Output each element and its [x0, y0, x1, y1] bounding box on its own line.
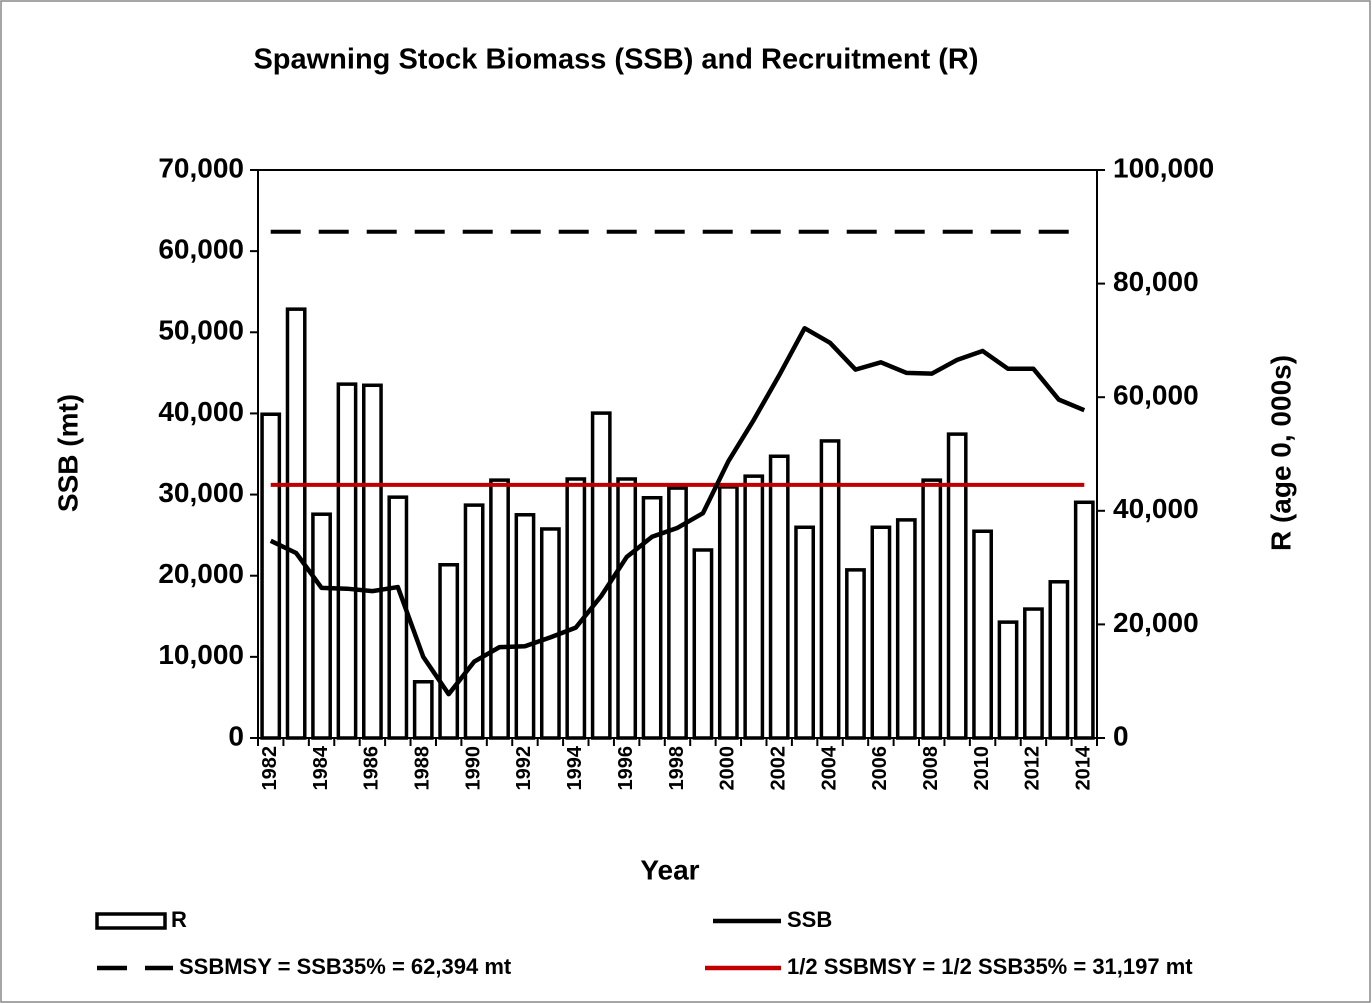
bar [895, 518, 917, 740]
bar [362, 383, 383, 740]
bar [921, 478, 943, 740]
x-tick-label: 2004 [818, 745, 840, 790]
x-tick-label: 2006 [869, 746, 891, 791]
x-tick-label: 2000 [717, 746, 739, 791]
y-tick-label: 70,000 [158, 152, 244, 183]
bar [972, 529, 993, 740]
legend-label: 1/2 SSBMSY = 1/2 SSB35% = 31,197 mt [787, 954, 1193, 979]
y-tick-label: 30,000 [158, 477, 244, 508]
bar [285, 307, 307, 740]
bar [590, 411, 612, 740]
y-tick-label: 50,000 [158, 315, 244, 346]
bar [336, 382, 358, 740]
bar [743, 474, 765, 740]
y2-tick-label: 0 [1113, 720, 1129, 751]
y-axis-label: SSB (mt) [52, 394, 83, 512]
bar [717, 485, 739, 740]
y-tick-label: 10,000 [158, 639, 244, 670]
x-tick-label: 2010 [971, 746, 993, 791]
y2-tick-label: 80,000 [1113, 266, 1199, 297]
bar [1073, 500, 1095, 740]
x-tick-label: 2014 [1073, 745, 1095, 790]
bar [692, 548, 714, 740]
chart-title: Spawning Stock Biomass (SSB) and Recruit… [253, 44, 978, 76]
x-tick-label: 1982 [259, 746, 281, 791]
line-series [269, 325, 1086, 697]
y2-axis-label: R (age 0, 000s) [1265, 355, 1296, 551]
y2-tick-label: 60,000 [1113, 380, 1199, 411]
bar [845, 568, 866, 740]
bar [260, 412, 282, 740]
bar [946, 432, 968, 740]
bar [794, 525, 816, 740]
bar [311, 512, 332, 740]
x-tick-label: 1994 [564, 745, 586, 790]
x-tick-label: 1992 [513, 746, 535, 791]
bar [438, 563, 460, 740]
x-tick-label: 1990 [462, 746, 484, 791]
y2-tick-label: 40,000 [1113, 493, 1199, 524]
bar [768, 454, 790, 740]
bar [997, 620, 1019, 740]
y-tick-label: 40,000 [158, 396, 244, 427]
x-tick-label: 1984 [310, 745, 332, 790]
y2-tick-label: 20,000 [1113, 607, 1199, 638]
bar [387, 495, 409, 740]
y-tick-label: 0 [228, 720, 244, 751]
x-tick-label: 2002 [767, 746, 789, 791]
y-tick-label: 20,000 [158, 558, 244, 589]
bar [463, 503, 485, 740]
bar [616, 477, 638, 740]
bar [412, 680, 434, 740]
x-tick-label: 1988 [412, 746, 434, 791]
x-tick-label: 2008 [920, 746, 942, 791]
legend-label: SSB [787, 907, 832, 932]
bar [489, 478, 510, 740]
bar [1048, 580, 1070, 740]
x-axis-label: Year [640, 854, 699, 885]
x-tick-label: 1996 [615, 746, 637, 791]
legend-label: R [171, 907, 187, 932]
x-tick-label: 1998 [666, 746, 688, 791]
bar [514, 513, 536, 740]
bar [565, 477, 587, 740]
legend-label: SSBMSY = SSB35% = 62,394 mt [179, 954, 512, 979]
bar [1023, 607, 1044, 740]
legend-swatch [95, 912, 167, 930]
x-tick-label: 2012 [1022, 746, 1044, 791]
x-tick-label: 1986 [361, 746, 383, 791]
y-tick-label: 60,000 [158, 234, 244, 265]
bar [870, 525, 892, 740]
y2-tick-label: 100,000 [1113, 152, 1214, 183]
